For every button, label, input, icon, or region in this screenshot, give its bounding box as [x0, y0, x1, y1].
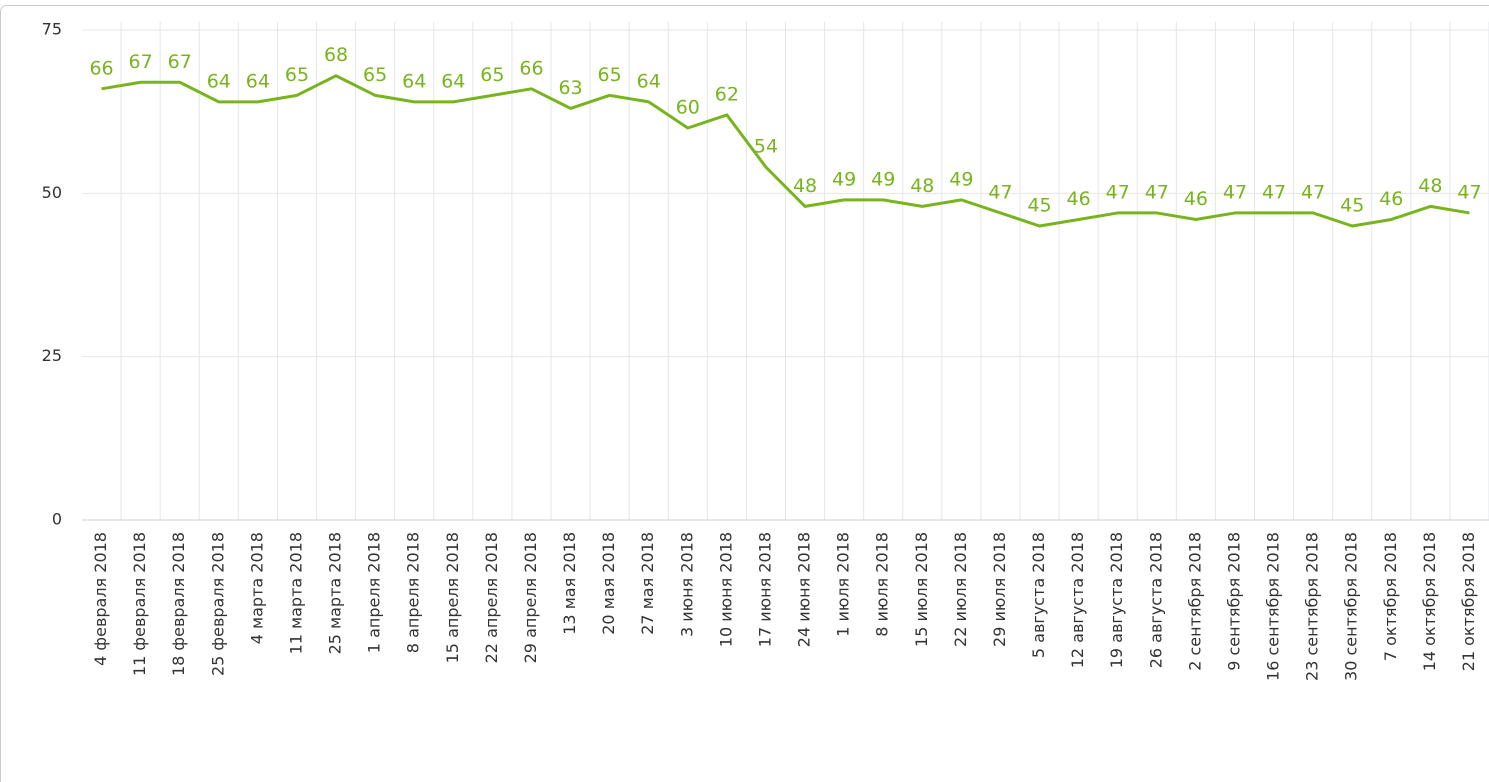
x-tick-label: 3 июня 2018	[677, 532, 696, 637]
value-label: 66	[89, 57, 113, 79]
x-tick-label: 4 февраля 2018	[91, 532, 110, 666]
value-label: 47	[1145, 181, 1169, 203]
x-tick-label: 29 апреля 2018	[521, 532, 540, 663]
x-tick-label: 22 июля 2018	[951, 532, 970, 647]
x-tick-label: 1 апреля 2018	[365, 532, 384, 653]
value-label: 48	[1418, 175, 1442, 197]
value-label: 64	[441, 70, 465, 92]
x-tick-label: 7 октября 2018	[1381, 532, 1400, 661]
x-tick-label: 2 сентября 2018	[1185, 532, 1204, 671]
value-label: 46	[1184, 188, 1208, 210]
x-tick-label: 11 февраля 2018	[130, 532, 149, 676]
x-tick-label: 9 сентября 2018	[1224, 532, 1243, 671]
x-tick-label: 29 июля 2018	[990, 532, 1009, 647]
value-label: 65	[598, 64, 622, 86]
x-tick-label: 15 апреля 2018	[443, 532, 462, 663]
value-label: 54	[754, 136, 778, 158]
value-label: 64	[402, 70, 426, 92]
value-label: 47	[988, 181, 1012, 203]
value-label: 64	[207, 70, 231, 92]
x-tick-label: 1 июля 2018	[834, 532, 853, 637]
x-tick-label: 26 августа 2018	[1146, 532, 1165, 668]
x-tick-label: 15 июля 2018	[912, 532, 931, 647]
y-tick-label: 25	[42, 346, 62, 365]
x-tick-label: 30 сентября 2018	[1342, 532, 1361, 681]
value-label: 67	[168, 51, 192, 73]
value-label: 49	[949, 168, 973, 190]
y-tick-label: 75	[42, 20, 62, 39]
line	[101, 74, 1470, 228]
x-tick-label: 5 августа 2018	[1029, 532, 1048, 658]
x-tick-label: 4 марта 2018	[247, 532, 266, 644]
x-tick-label: 21 октября 2018	[1459, 532, 1478, 671]
x-tick-label: 22 апреля 2018	[482, 532, 501, 663]
value-label: 65	[285, 64, 309, 86]
value-label: 49	[871, 168, 895, 190]
value-label: 47	[1262, 181, 1286, 203]
x-tick-label: 27 мая 2018	[638, 532, 657, 635]
value-label: 48	[793, 175, 817, 197]
x-tick-label: 25 февраля 2018	[208, 532, 227, 676]
x-tick-label: 11 марта 2018	[286, 532, 305, 654]
value-label: 64	[246, 70, 270, 92]
x-tick-label: 8 апреля 2018	[404, 532, 423, 653]
x-tick-label: 10 июня 2018	[716, 532, 735, 647]
value-label: 67	[129, 51, 153, 73]
value-label: 60	[676, 97, 700, 119]
x-tick-label: 18 февраля 2018	[169, 532, 188, 676]
value-label: 45	[1340, 195, 1364, 217]
value-label: 47	[1223, 181, 1247, 203]
x-tick-label: 14 октября 2018	[1420, 532, 1439, 671]
value-label: 46	[1379, 188, 1403, 210]
frame	[0, 5, 1489, 782]
value-label: 66	[519, 57, 543, 79]
value-label: 63	[558, 77, 582, 99]
x-tick-label: 8 июля 2018	[873, 532, 892, 637]
x-tick-label: 20 мая 2018	[599, 532, 618, 635]
x-tick-label: 16 сентября 2018	[1264, 532, 1283, 681]
x-tick-label: 12 августа 2018	[1068, 532, 1087, 668]
value-label: 47	[1106, 181, 1130, 203]
x-tick-label: 25 марта 2018	[326, 532, 345, 654]
x-tick-label: 24 июня 2018	[795, 532, 814, 647]
value-label: 46	[1067, 188, 1091, 210]
value-label: 68	[324, 44, 348, 66]
value-label: 49	[832, 168, 856, 190]
x-tick-label: 23 сентября 2018	[1303, 532, 1322, 681]
value-label: 64	[637, 70, 661, 92]
value-label: 62	[715, 83, 739, 105]
x-tick-label: 13 мая 2018	[560, 532, 579, 635]
x-tick-label: 17 июня 2018	[755, 532, 774, 647]
value-label: 65	[363, 64, 387, 86]
value-label: 47	[1457, 181, 1481, 203]
value-label: 48	[910, 175, 934, 197]
y-tick-label: 50	[42, 183, 62, 202]
x-tick-label: 19 августа 2018	[1107, 532, 1126, 668]
value-label: 65	[480, 64, 504, 86]
y-tick-label: 0	[52, 510, 62, 529]
value-label: 47	[1301, 181, 1325, 203]
value-label: 45	[1027, 195, 1051, 217]
